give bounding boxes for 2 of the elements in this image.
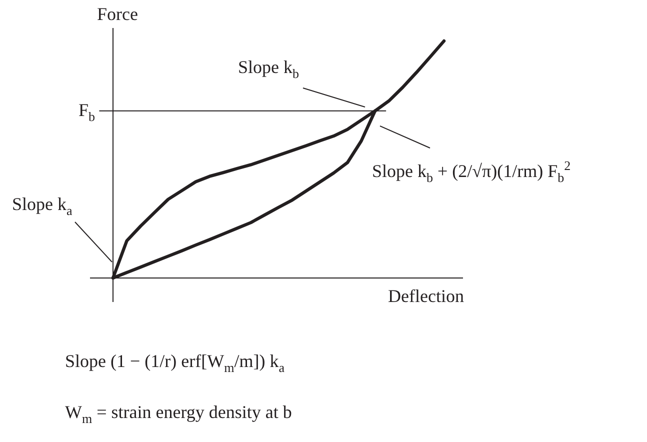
y-axis-title: Force [97, 4, 138, 24]
x-axis-title: Deflection [388, 286, 464, 306]
